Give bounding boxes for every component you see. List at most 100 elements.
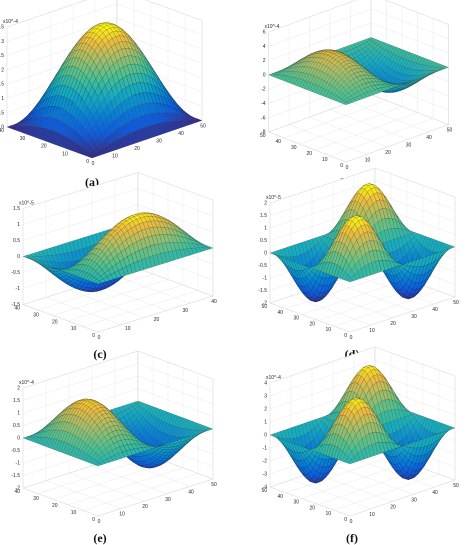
z-tick-label: 1: [264, 226, 267, 232]
y-tick-label: 20: [306, 151, 312, 157]
panel-a-surface: [6, 22, 203, 159]
z-tick-label: 0: [1, 125, 4, 131]
z-tick-label: 0.5: [13, 238, 20, 244]
y-tick-label: 50: [260, 133, 266, 139]
z-tick-label: 6: [263, 30, 266, 36]
x-tick-label: 0: [98, 335, 101, 341]
surface-facet: [195, 119, 203, 122]
z-tick-label: 0: [263, 73, 266, 79]
x-tick-label: 50: [200, 124, 206, 130]
x-tick-label: 40: [178, 131, 184, 137]
panel-f: (f) -4-3-2-1012340102030405001020304050x…: [261, 346, 459, 545]
panel-b-zgrid-line: [268, 22, 449, 61]
y-tick-label: 30: [33, 496, 39, 502]
y-tick-label: 40: [0, 128, 4, 134]
z-tick-label: -1.5: [258, 288, 267, 294]
panel-b: (b) -8-6-4-202460102030405001020304050x1…: [260, 0, 453, 189]
x-tick-label: 10: [119, 512, 125, 518]
panel-a-zgrid-line: [6, 0, 203, 28]
panel-c: (c) -1.5-1-0.500.511.5010203040010203040…: [11, 172, 217, 361]
z-tick-label: 2: [264, 201, 267, 207]
y-tick-label: 10: [71, 326, 77, 332]
y-tick-label: 20: [309, 321, 315, 327]
y-tick-label: 0: [340, 163, 343, 169]
z-multiplier-label: x10^-4: [19, 380, 34, 386]
x-tick-label: 10: [112, 154, 118, 160]
z-tick-label: 0: [17, 254, 20, 260]
x-tick-label: 10: [369, 328, 375, 334]
y-tick-label: 20: [52, 319, 58, 325]
panel-e: (e) -2-1.5-1-0.500.511.52010203040500102…: [11, 350, 217, 545]
z-tick-label: 3.5: [0, 25, 4, 31]
z-tick-label: -6: [261, 115, 266, 121]
x-tick-label: 30: [411, 314, 417, 320]
z-tick-label: 2: [17, 386, 20, 392]
x-tick-label: 20: [134, 146, 140, 152]
z-multiplier-label: x10^-5: [19, 201, 34, 207]
x-tick-label: 30: [165, 497, 171, 503]
panel-d: (d) -2-1.5-1-0.500.511.52010203040500102…: [258, 167, 459, 361]
z-tick-label: 1: [17, 411, 20, 417]
y-tick-label: 0: [344, 333, 347, 339]
z-tick-label: -0.5: [258, 263, 267, 269]
y-tick-label: 30: [293, 316, 299, 322]
y-tick-label: 0: [92, 333, 95, 339]
x-tick-label: 20: [142, 504, 148, 510]
panel-label-c: (c): [93, 347, 106, 361]
y-tick-label: 0: [92, 517, 95, 523]
x-tick-label: 20: [154, 317, 160, 323]
y-tick-label: 30: [33, 312, 39, 318]
z-multiplier-label: x10^-4: [265, 24, 280, 30]
z-tick-label: -2: [261, 87, 266, 93]
z-tick-label: -4: [261, 101, 266, 107]
z-tick-label: 1: [1, 96, 4, 102]
panel-b-surface: [268, 37, 449, 105]
x-tick-label: 40: [211, 299, 217, 305]
x-tick-label: 40: [188, 489, 194, 495]
y-tick-label: 30: [291, 145, 297, 151]
z-multiplier-label: x10^-5: [266, 195, 281, 201]
panel-a-zgrid-line: [6, 3, 203, 42]
panel-label-f: (f): [346, 531, 358, 545]
y-tick-label: 40: [14, 306, 20, 312]
z-tick-label: -0.5: [11, 270, 20, 276]
x-tick-label: 0: [346, 165, 349, 171]
z-tick-label: 3: [1, 39, 4, 45]
x-tick-label: 0: [350, 335, 353, 341]
y-tick-label: 30: [20, 136, 26, 142]
y-tick-label: 50: [261, 304, 267, 310]
x-tick-label: 40: [426, 135, 432, 141]
z-tick-label: 0.5: [13, 423, 20, 429]
z-tick-label: 1.5: [260, 213, 267, 219]
x-tick-label: 30: [156, 139, 162, 145]
z-tick-label: 0.5: [0, 110, 4, 116]
y-tick-label: 10: [71, 510, 77, 516]
z-tick-label: 0: [264, 251, 267, 257]
x-tick-label: 50: [447, 128, 453, 134]
x-tick-label: 20: [385, 150, 391, 156]
x-tick-label: 40: [432, 307, 438, 313]
panel-b-xgrid-line: [288, 24, 367, 155]
z-tick-label: 0.5: [260, 238, 267, 244]
z-tick-label: -1.5: [11, 473, 20, 479]
panel-b-ygrid-line: [330, 18, 434, 157]
x-tick-label: 10: [365, 158, 371, 164]
z-tick-label: 4: [263, 44, 266, 50]
panel-a-tick-labels: 00.511.522.533.501020304050010203040x10^…: [0, 19, 206, 167]
x-tick-label: 0: [92, 161, 95, 167]
panel-label-e: (e): [93, 531, 106, 545]
z-tick-label: -1: [16, 286, 21, 292]
panel-b-zgrid-line: [268, 0, 449, 33]
z-tick-label: 1.5: [0, 82, 4, 88]
panel-label-a: (a): [85, 175, 99, 189]
y-tick-label: 40: [275, 139, 281, 145]
y-tick-label: 40: [277, 310, 283, 316]
x-tick-label: 50: [211, 482, 217, 488]
z-tick-label: -1: [263, 276, 268, 282]
panel-b-ygrid-line: [299, 6, 403, 145]
y-tick-label: 0: [86, 159, 89, 165]
y-tick-label: 10: [325, 327, 331, 333]
x-tick-label: 50: [453, 300, 459, 306]
z-tick-label: 2.5: [0, 53, 4, 59]
